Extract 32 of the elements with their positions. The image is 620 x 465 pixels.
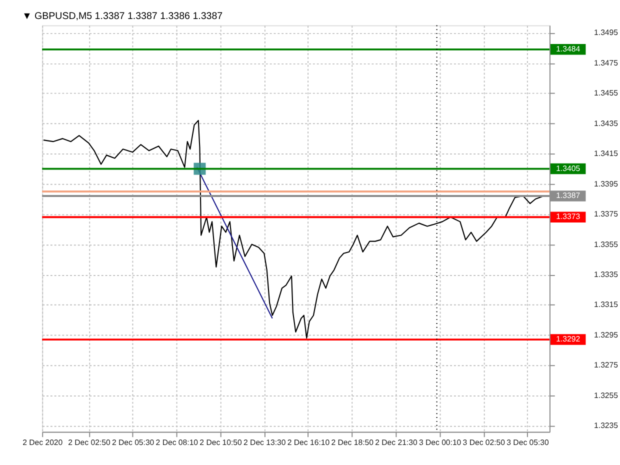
x-tick-label: 2 Dec 21:30 <box>375 438 418 447</box>
y-tick-label: 1.3355 <box>594 240 619 249</box>
x-tick-label: 2 Dec 02:50 <box>68 438 111 447</box>
ref-line-label: 1.3387 <box>556 190 580 200</box>
y-tick-label: 1.3495 <box>594 28 619 38</box>
ref-line-label: 1.3373 <box>556 212 581 222</box>
ref-line-label: 1.3292 <box>556 334 580 344</box>
x-tick-label: 2 Dec 13:30 <box>244 438 286 447</box>
y-tick-label: 1.3475 <box>594 58 619 68</box>
y-tick-label: 1.3315 <box>594 300 619 310</box>
x-tick-label: 2 Dec 08:10 <box>156 438 199 447</box>
x-tick-label: 3 Dec 02:50 <box>462 438 506 447</box>
y-tick-label: 1.3275 <box>594 360 619 370</box>
y-tick-label: 1.3255 <box>594 390 619 400</box>
y-tick-label: 1.3455 <box>594 88 619 98</box>
y-tick-label: 1.3415 <box>594 149 619 158</box>
y-tick-label: 1.3235 <box>594 421 619 430</box>
y-tick-label: 1.3295 <box>594 330 619 340</box>
y-tick-label: 1.3435 <box>594 118 619 128</box>
x-tick-label: 2 Dec 05:30 <box>112 438 155 447</box>
x-tick-label: 2 Dec 2020 <box>22 438 64 447</box>
y-tick-label: 1.3335 <box>594 270 619 280</box>
ref-line-label: 1.3405 <box>556 164 581 173</box>
y-tick-label: 1.3395 <box>594 179 619 188</box>
x-tick-label: 3 Dec 00:10 <box>418 438 462 447</box>
y-tick-label: 1.3375 <box>594 210 619 219</box>
ref-line-label: 1.3484 <box>556 44 581 54</box>
x-tick-label: 3 Dec 05:30 <box>506 438 550 447</box>
chart-title: ▼ GBPUSD,M5 1.3387 1.3387 1.3386 1.3387 <box>22 10 223 22</box>
x-tick-label: 2 Dec 16:10 <box>287 438 330 447</box>
x-tick-label: 2 Dec 10:50 <box>200 438 243 447</box>
x-tick-label: 2 Dec 18:50 <box>331 438 374 447</box>
